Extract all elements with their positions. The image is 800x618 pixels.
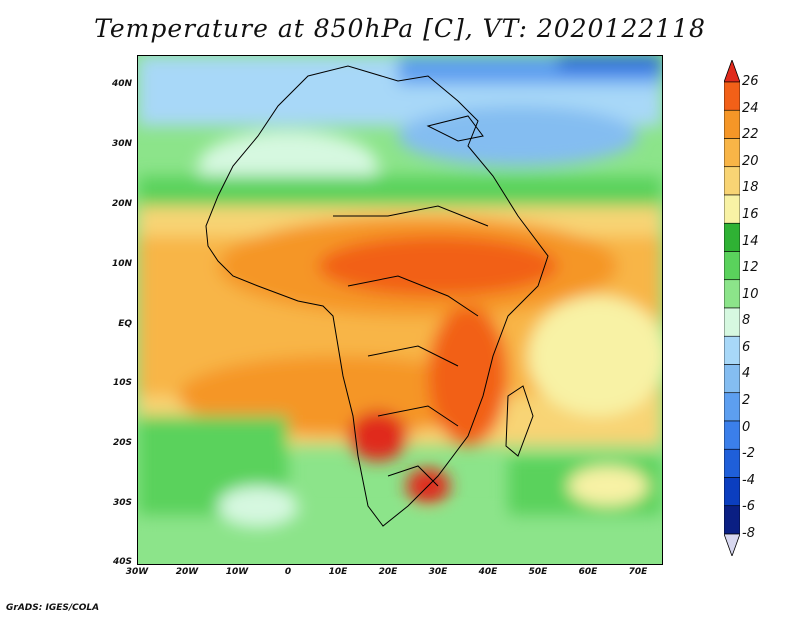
colorbar-segment [724, 335, 740, 365]
colorbar-label: -4 [742, 472, 755, 488]
lat-label: 20S [112, 438, 132, 448]
colorbar-segment [724, 505, 740, 535]
temperature-field [138, 56, 662, 564]
lon-label: 0 [284, 567, 292, 577]
lon-label: 10E [328, 567, 348, 577]
colorbar-label: 24 [742, 100, 759, 116]
colorbar-segment [724, 194, 740, 224]
lat-label: 10S [112, 378, 132, 388]
lat-label: 40N [111, 79, 132, 89]
lon-label: 20E [378, 567, 398, 577]
lon-label: 30E [428, 567, 448, 577]
colorbar-label: 0 [742, 419, 751, 435]
colorbar-label: -2 [742, 446, 755, 462]
colorbar-segment [724, 477, 740, 507]
lat-label: EQ [118, 319, 132, 329]
colorbar-label: 18 [742, 180, 759, 196]
colorbar-label: -6 [742, 499, 755, 515]
colorbar-segment [724, 81, 740, 111]
colorbar-label: 16 [742, 206, 759, 222]
credit-label: GrADS: IGES/COLA [6, 603, 100, 613]
map-canvas [138, 56, 662, 564]
lon-label: 20W [175, 567, 199, 577]
colorbar-top-arrow [724, 60, 740, 83]
colorbar-segment [724, 109, 740, 139]
colorbar-label: 10 [742, 286, 759, 302]
lon-label: 70E [628, 567, 648, 577]
colorbar-label: 20 [742, 153, 759, 169]
colorbar-segment [724, 448, 740, 478]
colorbar-segment [724, 222, 740, 252]
lat-label: 30S [112, 498, 132, 508]
colorbar-segment [724, 307, 740, 337]
colorbar-label: 8 [742, 313, 751, 329]
colorbar-segment [724, 166, 740, 196]
lon-label: 60E [578, 567, 598, 577]
lon-label: 50E [528, 567, 548, 577]
colorbar-label: 14 [742, 233, 759, 249]
colorbar-label: -8 [742, 526, 755, 541]
temperature-map [137, 55, 663, 565]
lat-label: 30N [111, 139, 132, 149]
lon-label: 30W [125, 567, 149, 577]
colorbar-label: 26 [742, 74, 759, 89]
colorbar-segment [724, 364, 740, 394]
lon-label: 10W [225, 567, 249, 577]
colorbar-label: 2 [742, 393, 751, 409]
lat-label: 10N [111, 259, 132, 269]
chart-title: Temperature at 850hPa [C], VT: 202012211… [94, 14, 706, 43]
colorbar-segment [724, 251, 740, 281]
colorbar-bottom-arrow [724, 533, 740, 556]
colorbar-label: 12 [742, 260, 759, 276]
colorbar-label: 4 [742, 366, 751, 382]
colorbar-segment [724, 420, 740, 450]
colorbar-label: 22 [742, 127, 759, 143]
lat-label: 20N [111, 199, 132, 209]
colorbar-segment [724, 138, 740, 168]
colorbar-segment [724, 279, 740, 309]
coastlines [205, 65, 549, 527]
lat-label: 40S [112, 557, 132, 567]
colorbar-segment [724, 392, 740, 422]
lon-label: 40E [478, 567, 498, 577]
colorbar-label: 6 [742, 339, 751, 355]
colorbar [724, 60, 740, 556]
